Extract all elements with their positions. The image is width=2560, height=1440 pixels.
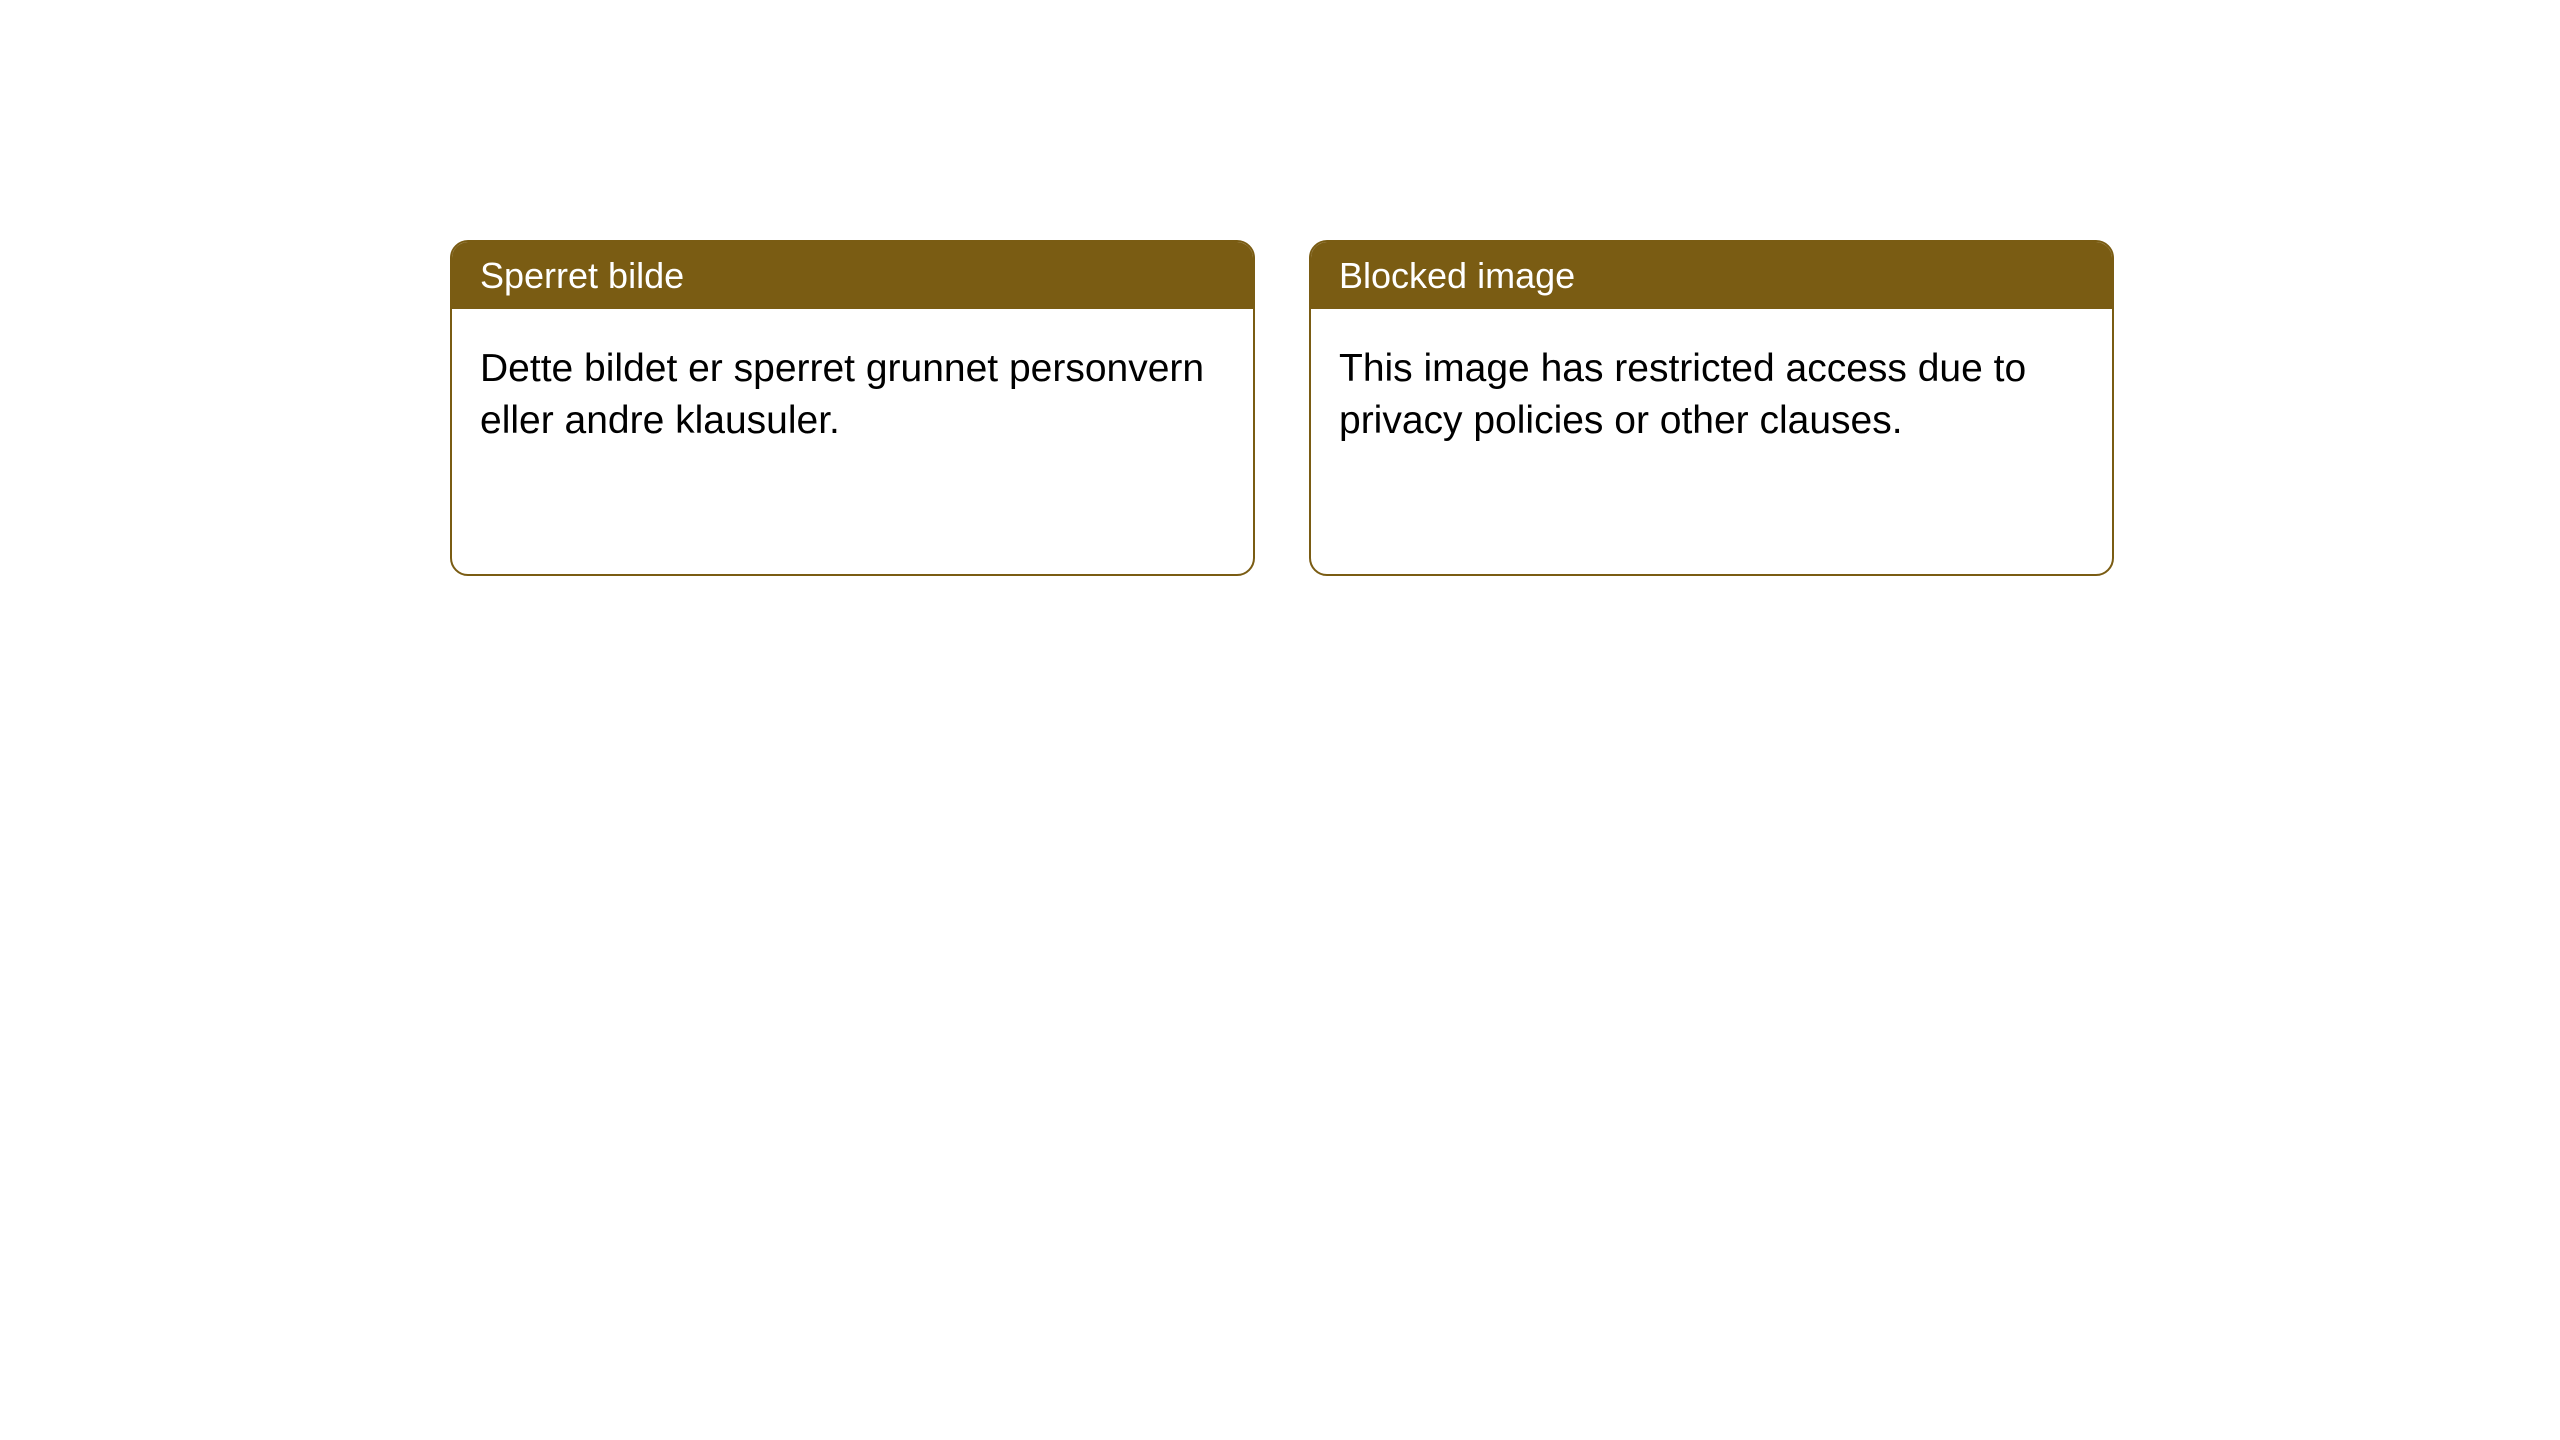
notice-header-en: Blocked image bbox=[1311, 242, 2112, 309]
notice-header-no: Sperret bilde bbox=[452, 242, 1253, 309]
notice-body-no: Dette bildet er sperret grunnet personve… bbox=[452, 309, 1253, 481]
notice-body-en: This image has restricted access due to … bbox=[1311, 309, 2112, 481]
notice-container: Sperret bilde Dette bildet er sperret gr… bbox=[0, 0, 2560, 576]
notice-box-en: Blocked image This image has restricted … bbox=[1309, 240, 2114, 576]
notice-box-no: Sperret bilde Dette bildet er sperret gr… bbox=[450, 240, 1255, 576]
